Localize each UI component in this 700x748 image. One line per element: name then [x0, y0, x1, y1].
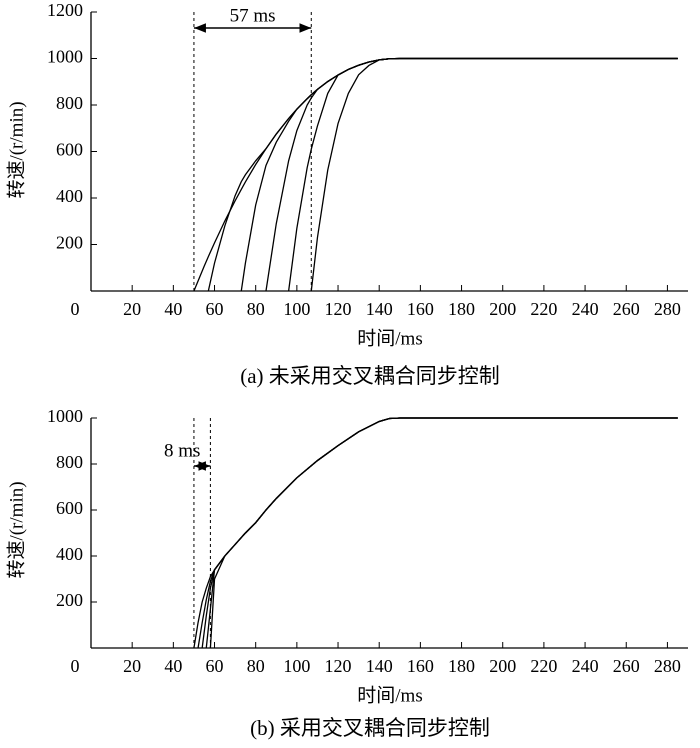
x-tick-label: 200 [489, 299, 516, 319]
y-tick-label: 800 [56, 452, 83, 472]
x-tick-label: 100 [283, 656, 310, 676]
x-axis-label: 时间/ms [357, 327, 422, 349]
x-tick-label: 140 [366, 656, 393, 676]
annotation-text: 57 ms [230, 5, 276, 26]
x-tick-label: 160 [407, 299, 434, 319]
series-line [193, 57, 678, 292]
x-tick-label: 100 [283, 299, 310, 319]
series-line [205, 417, 678, 649]
x-tick-label: 220 [530, 656, 557, 676]
x-tick-label: 40 [164, 656, 182, 676]
series-line [197, 417, 678, 649]
y-tick-label: 200 [56, 590, 83, 610]
series-line [240, 57, 678, 292]
x-tick-label: 120 [325, 656, 352, 676]
x-tick-label: 0 [71, 656, 80, 676]
x-tick-label: 180 [448, 299, 475, 319]
x-tick-label: 120 [325, 299, 352, 319]
y-tick-label: 800 [56, 93, 83, 113]
x-tick-label: 0 [71, 299, 80, 319]
y-tick-label: 400 [56, 186, 83, 206]
x-tick-label: 180 [448, 656, 475, 676]
series-line [287, 57, 678, 292]
y-axis-label: 转速/(r/min) [5, 101, 27, 198]
series-line [207, 57, 678, 292]
y-axis-label: 转速/(r/min) [5, 481, 27, 578]
y-tick-label: 600 [56, 498, 83, 518]
x-tick-label: 280 [654, 299, 681, 319]
series-line [193, 417, 678, 649]
x-tick-label: 60 [206, 656, 224, 676]
x-tick-label: 240 [572, 299, 599, 319]
caption: (a) 未采用交叉耦合同步控制 [240, 364, 500, 388]
x-tick-label: 20 [123, 299, 141, 319]
series-line [310, 57, 678, 292]
x-tick-label: 60 [206, 299, 224, 319]
y-tick-label: 600 [56, 140, 83, 160]
x-tick-label: 200 [489, 656, 516, 676]
y-tick-label: 200 [56, 233, 83, 253]
y-tick-label: 1000 [47, 406, 83, 426]
series-line [209, 417, 678, 649]
x-tick-label: 240 [572, 656, 599, 676]
x-axis-label: 时间/ms [357, 684, 422, 706]
x-tick-label: 20 [123, 656, 141, 676]
x-tick-label: 40 [164, 299, 182, 319]
series-line [201, 417, 678, 649]
x-tick-label: 260 [613, 656, 640, 676]
x-tick-label: 160 [407, 656, 434, 676]
caption: (b) 采用交叉耦合同步控制 [250, 716, 490, 740]
x-tick-label: 80 [247, 299, 265, 319]
y-tick-label: 1000 [47, 47, 83, 67]
y-tick-label: 400 [56, 544, 83, 564]
y-tick-label: 1200 [47, 0, 83, 20]
x-tick-label: 80 [247, 656, 265, 676]
annotation-text: 8 ms [164, 440, 200, 461]
x-tick-label: 280 [654, 656, 681, 676]
x-tick-label: 260 [613, 299, 640, 319]
x-tick-label: 220 [530, 299, 557, 319]
x-tick-label: 140 [366, 299, 393, 319]
